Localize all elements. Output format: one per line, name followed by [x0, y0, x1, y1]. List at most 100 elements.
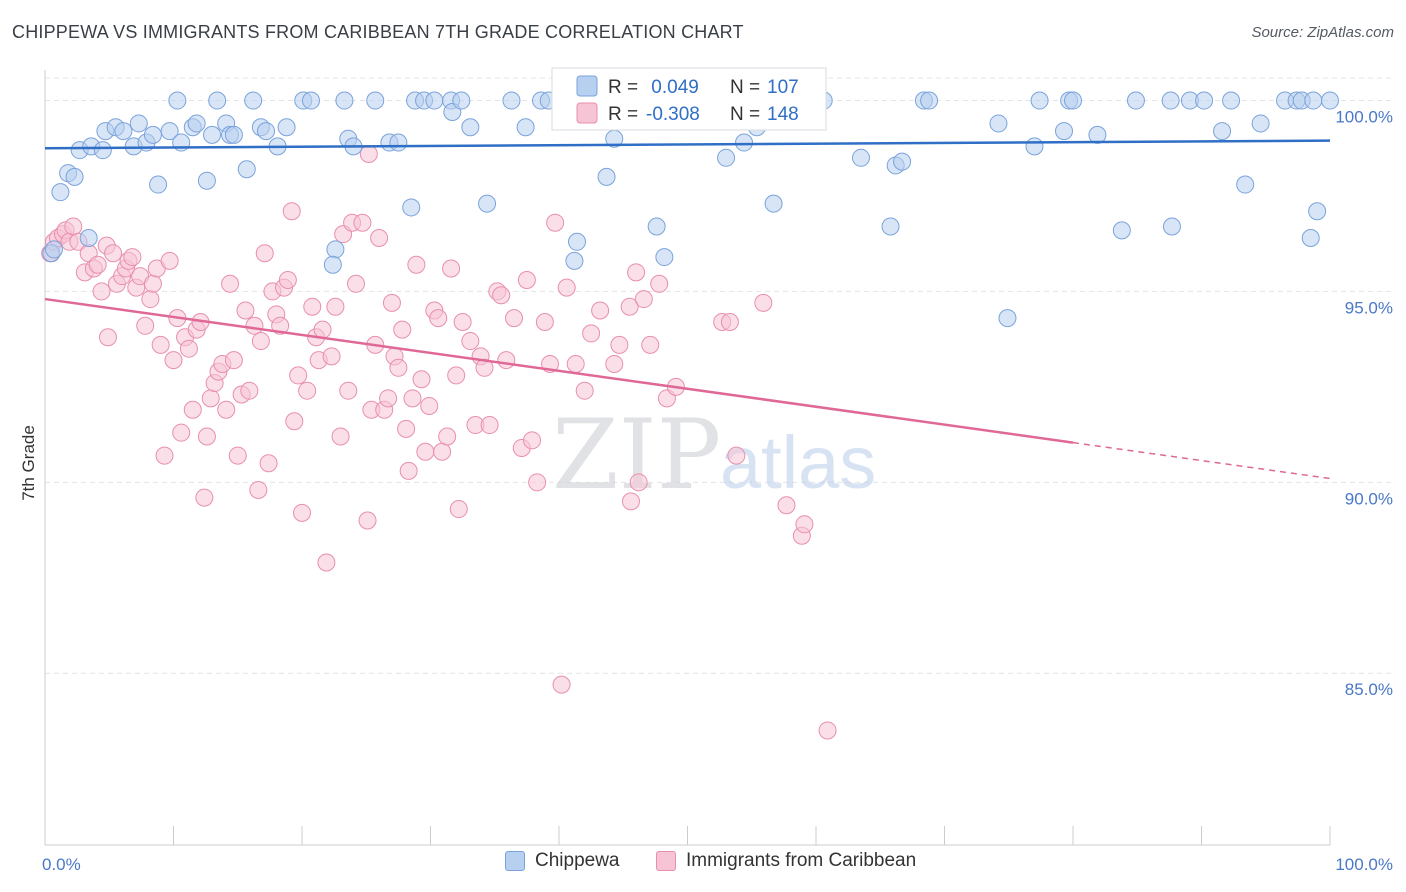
point-caribbean	[317, 553, 336, 572]
point-chippewa	[1195, 91, 1214, 110]
point-caribbean	[777, 496, 796, 515]
point-caribbean	[183, 400, 202, 419]
point-caribbean	[407, 255, 426, 274]
legend-swatch-caribbean	[576, 102, 598, 124]
point-chippewa	[65, 167, 84, 186]
point-caribbean	[255, 244, 274, 263]
point-caribbean	[480, 416, 499, 435]
point-caribbean	[217, 400, 236, 419]
legend-n-value-2: 148	[767, 104, 799, 125]
zipatlas-watermark: ZIP atlas	[552, 399, 876, 511]
point-caribbean	[88, 255, 107, 274]
point-chippewa	[1064, 91, 1082, 110]
point-chippewa	[335, 91, 354, 110]
point-chippewa	[851, 148, 870, 167]
point-caribbean	[416, 442, 435, 461]
watermark-atlas: atlas	[720, 421, 876, 504]
point-caribbean	[382, 293, 401, 312]
point-chippewa	[1088, 125, 1107, 144]
point-caribbean	[245, 316, 264, 335]
point-caribbean	[293, 503, 311, 522]
point-chippewa	[655, 248, 674, 267]
point-caribbean	[629, 473, 648, 492]
point-chippewa	[301, 91, 320, 110]
point-caribbean	[358, 511, 377, 530]
point-caribbean	[64, 217, 83, 236]
point-caribbean	[224, 351, 243, 370]
point-caribbean	[136, 316, 155, 335]
x-tick-label: 0.0%	[42, 855, 81, 874]
x-tick-label: 100.0%	[1335, 855, 1393, 874]
point-caribbean	[535, 312, 554, 331]
point-caribbean	[346, 274, 365, 293]
point-caribbean	[282, 202, 301, 221]
watermark-zip: ZIP	[552, 399, 721, 511]
x-tick-labels: 0.0% 100.0%	[42, 855, 1393, 874]
point-caribbean	[650, 274, 669, 293]
y-tick-labels: 85.0% 90.0% 95.0% 100.0%	[1335, 108, 1393, 700]
point-caribbean	[285, 412, 304, 431]
point-chippewa	[1304, 91, 1323, 110]
legend-label-chippewa: Chippewa	[535, 850, 620, 871]
point-chippewa	[93, 141, 112, 160]
point-caribbean	[289, 366, 308, 385]
point-caribbean	[249, 480, 268, 499]
point-caribbean	[393, 320, 412, 339]
point-caribbean	[251, 332, 270, 351]
point-caribbean	[546, 213, 565, 232]
trend-line-chippewa	[44, 139, 1331, 150]
point-caribbean	[727, 446, 746, 465]
point-caribbean	[795, 515, 814, 534]
point-caribbean	[627, 263, 646, 282]
point-caribbean	[453, 312, 472, 331]
point-caribbean	[557, 278, 576, 297]
point-caribbean	[164, 351, 183, 370]
point-chippewa	[1308, 202, 1327, 221]
point-chippewa	[881, 217, 900, 236]
point-chippewa	[597, 167, 616, 186]
point-chippewa	[114, 122, 133, 141]
point-caribbean	[399, 461, 418, 480]
point-chippewa	[1301, 228, 1320, 247]
point-chippewa	[197, 171, 216, 190]
point-chippewa	[1126, 91, 1145, 110]
point-caribbean	[201, 389, 220, 408]
point-chippewa	[257, 122, 276, 141]
point-caribbean	[620, 297, 639, 316]
trend-line-caribbean	[44, 297, 1074, 444]
point-chippewa	[237, 160, 256, 179]
legend-r-label-2: R =	[608, 104, 638, 125]
point-caribbean	[313, 320, 332, 339]
point-caribbean	[438, 427, 457, 446]
point-caribbean	[141, 290, 160, 309]
point-chippewa	[244, 91, 263, 110]
point-chippewa	[168, 91, 187, 110]
point-caribbean	[442, 259, 461, 278]
point-chippewa	[567, 232, 586, 251]
point-chippewa	[143, 125, 162, 144]
point-caribbean	[566, 354, 585, 373]
point-chippewa	[402, 198, 421, 217]
correlation-legend: R = 0.049 N = 107 R = -0.308 N = 148	[551, 67, 827, 131]
point-chippewa	[1025, 137, 1044, 156]
legend-label-caribbean: Immigrants from Caribbean	[686, 850, 917, 871]
legend-swatch-chippewa-bottom	[505, 851, 525, 871]
legend-item-caribbean[interactable]: Immigrants from Caribbean	[656, 850, 916, 872]
point-chippewa	[203, 125, 222, 144]
point-caribbean	[449, 500, 468, 519]
point-chippewa	[717, 148, 736, 167]
point-chippewa	[51, 183, 70, 202]
point-caribbean	[236, 301, 255, 320]
point-caribbean	[179, 339, 198, 358]
point-caribbean	[197, 427, 216, 446]
point-caribbean	[505, 309, 524, 328]
point-caribbean	[641, 335, 660, 354]
point-caribbean	[322, 347, 341, 366]
point-caribbean	[370, 228, 389, 247]
point-chippewa	[1161, 91, 1180, 110]
point-caribbean	[271, 316, 290, 335]
point-caribbean	[123, 248, 142, 267]
point-caribbean	[155, 446, 174, 465]
legend-item-chippewa[interactable]: Chippewa	[505, 850, 620, 872]
point-caribbean	[605, 354, 624, 373]
